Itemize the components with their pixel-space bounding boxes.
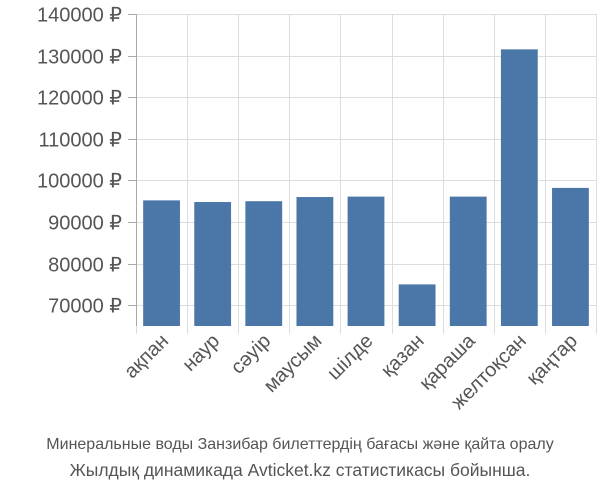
bars	[143, 49, 589, 327]
y-tick-label: 80000 ₽	[48, 255, 122, 277]
y-tick-label: 120000 ₽	[37, 88, 122, 110]
x-tick-label: шілде	[323, 330, 377, 384]
x-tick-label: қаңтар	[523, 330, 582, 389]
y-tick-label: 70000 ₽	[48, 296, 122, 318]
bar-4	[296, 197, 334, 326]
axes	[128, 14, 137, 326]
x-tick-label: ақпан	[120, 330, 173, 383]
caption-line-2: Жылдық динамикада Avticket.kz статистика…	[69, 460, 531, 480]
price-chart: 70000 ₽ 80000 ₽ 90000 ₽ 100000 ₽ 110000 ₽ 120…	[37, 5, 597, 414]
grid	[136, 14, 597, 334]
x-tick-label: сәуір	[227, 330, 276, 379]
bar-2	[194, 202, 232, 326]
y-tick-label: 130000 ₽	[37, 47, 122, 69]
y-tick-labels: 70000 ₽ 80000 ₽ 90000 ₽ 100000 ₽ 110000 ₽ 120…	[37, 5, 122, 318]
y-tick-label: 90000 ₽	[48, 213, 122, 235]
bar-5	[347, 196, 385, 326]
bar-7	[449, 196, 487, 326]
bar-3	[245, 201, 283, 326]
caption-line-1: Минеральные воды Занзибар билеттердің ба…	[46, 436, 554, 453]
x-tick-label: наур	[178, 330, 224, 376]
y-tick-label: 140000 ₽	[37, 5, 122, 27]
bar-1	[143, 200, 180, 326]
bar-8	[500, 49, 538, 327]
y-tick-label: 100000 ₽	[37, 171, 122, 193]
bar-9	[552, 187, 589, 326]
bar-6	[398, 284, 436, 326]
y-tick-label: 110000 ₽	[38, 130, 122, 152]
